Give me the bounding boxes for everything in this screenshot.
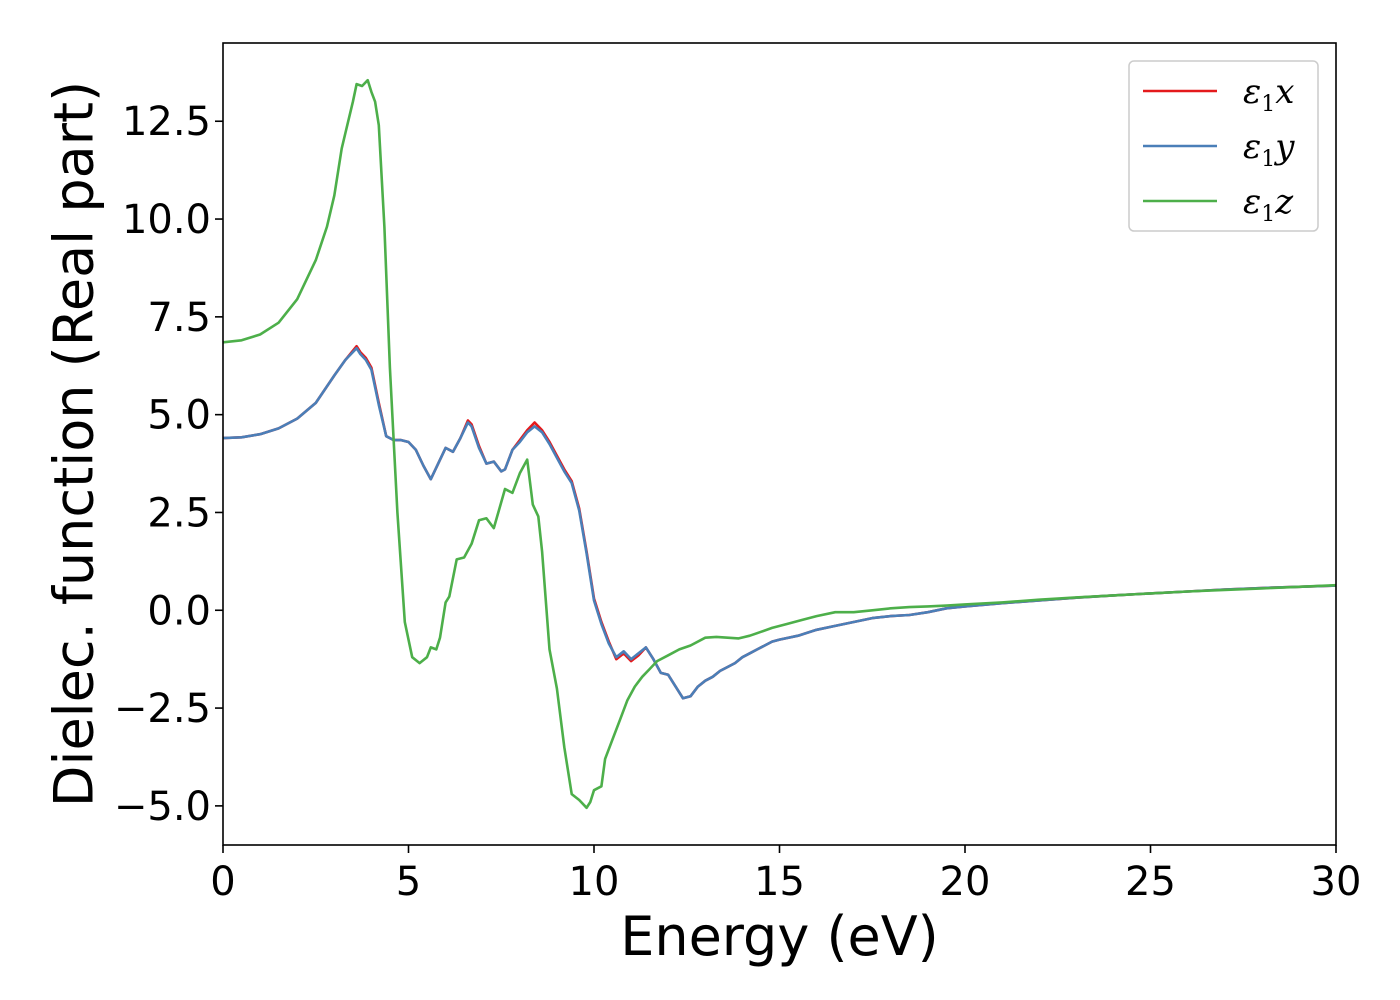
y-axis-ticks: −5.0 −2.5 0.0 2.5 5.0 7.5 10.0 12.5 [114, 99, 223, 830]
x-axis-ticks: 0 5 10 15 20 25 30 [210, 845, 1361, 905]
y-axis-label: Dielec. function (Real part) [43, 81, 106, 807]
y-tick-label: 2.5 [147, 490, 211, 536]
legend-label-z: ε1z [1243, 182, 1294, 227]
y-tick-label: 5.0 [147, 393, 211, 439]
legend-label-y: ε1y [1243, 127, 1295, 172]
y-tick-label: 7.5 [147, 295, 211, 341]
x-tick-label: 10 [569, 859, 620, 905]
y-tick-label: −2.5 [114, 686, 211, 732]
x-tick-label: 30 [1311, 859, 1362, 905]
legend: ε1x ε1y ε1z [1128, 60, 1319, 232]
series-line-x [223, 344, 1336, 700]
legend-label-x: ε1x [1243, 72, 1294, 117]
y-tick-label: −5.0 [114, 784, 211, 830]
series-line-y [223, 346, 1336, 700]
series-line-z [223, 78, 1336, 810]
x-tick-label: 5 [396, 859, 421, 905]
y-tick-label: 0.0 [147, 588, 211, 634]
x-axis-label: Energy (eV) [620, 905, 939, 968]
x-tick-label: 20 [940, 859, 991, 905]
x-tick-label: 15 [754, 859, 805, 905]
series-layer [223, 78, 1336, 810]
x-tick-label: 25 [1125, 859, 1176, 905]
legend-box [1128, 60, 1319, 232]
y-tick-label: 10.0 [122, 197, 211, 243]
y-tick-label: 12.5 [122, 99, 211, 145]
x-tick-label: 0 [210, 859, 235, 905]
